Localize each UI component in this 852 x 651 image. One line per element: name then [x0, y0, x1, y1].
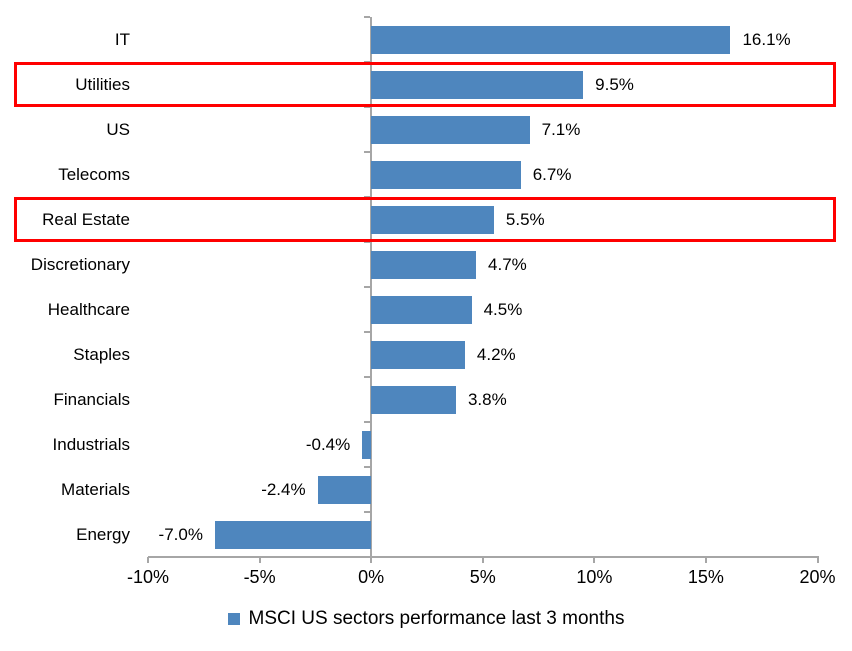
bar [371, 25, 731, 54]
value-axis-tick-label: 15% [687, 567, 724, 587]
category-axis-tick [364, 466, 371, 468]
value-axis-tick-label: 20% [799, 567, 836, 587]
value-label: -2.4% [261, 479, 306, 499]
bar [214, 520, 372, 549]
category-label: Discretionary [30, 255, 130, 274]
value-axis-tick [258, 557, 261, 563]
value-axis-tick-label: 0% [358, 567, 385, 587]
category-label: Energy [76, 525, 130, 544]
category-label: US [106, 120, 130, 139]
legend: MSCI US sectors performance last 3 month… [0, 608, 852, 630]
value-axis-tick-label: -5% [243, 567, 276, 587]
value-label: 4.2% [476, 344, 516, 364]
value-axis-tick-label: 10% [576, 567, 613, 587]
category-label: Real Estate [42, 210, 130, 229]
category-axis-tick [364, 421, 371, 423]
category-label: Telecoms [58, 165, 130, 184]
value-label: 16.1% [742, 29, 791, 49]
bar [371, 70, 584, 99]
value-label: 3.8% [467, 389, 507, 409]
category-axis-tick [364, 61, 371, 63]
value-label: 4.7% [488, 254, 527, 274]
category-axis-tick [364, 376, 371, 378]
value-label: 6.7% [532, 164, 572, 184]
category-axis-tick [364, 286, 371, 288]
value-label: -0.4% [305, 434, 351, 454]
legend-swatch [227, 613, 240, 625]
bar [371, 295, 472, 324]
category-axis-line [370, 17, 373, 557]
category-label: Staples [73, 345, 130, 364]
category-axis-tick [364, 241, 371, 243]
value-label: 9.5% [595, 74, 634, 94]
bar [371, 250, 477, 279]
bar [371, 385, 456, 414]
bar [371, 340, 465, 369]
legend-label: MSCI US sectors performance last 3 month… [248, 608, 625, 629]
category-axis-tick [364, 196, 371, 198]
value-axis-tick [593, 557, 596, 563]
value-axis-tick [704, 557, 707, 563]
value-label: 7.1% [541, 119, 581, 139]
value-axis-tick [481, 557, 484, 563]
category-label: Utilities [75, 75, 130, 94]
value-axis-tick [147, 557, 149, 563]
category-axis-tick [364, 106, 371, 108]
category-label: Industrials [52, 435, 130, 454]
value-label: 5.5% [505, 209, 545, 229]
category-axis-tick [364, 511, 371, 513]
value-axis-tick [370, 557, 373, 563]
category-axis-tick [364, 151, 371, 153]
category-label: Financials [53, 390, 130, 409]
value-axis-tick [816, 557, 819, 563]
value-axis-tick-label: 5% [469, 567, 496, 587]
value-label: 4.5% [483, 299, 523, 319]
category-axis-tick [364, 16, 371, 18]
category-label: IT [114, 30, 130, 49]
bar [317, 475, 372, 504]
bar [362, 430, 372, 459]
value-label: -7.0% [158, 524, 203, 544]
bar [371, 205, 494, 234]
value-axis-tick-label: -10% [126, 567, 170, 587]
bar [371, 160, 521, 189]
category-axis-tick [364, 331, 371, 333]
category-label: Materials [61, 480, 130, 499]
category-label: Healthcare [47, 300, 130, 319]
bar [371, 115, 530, 144]
